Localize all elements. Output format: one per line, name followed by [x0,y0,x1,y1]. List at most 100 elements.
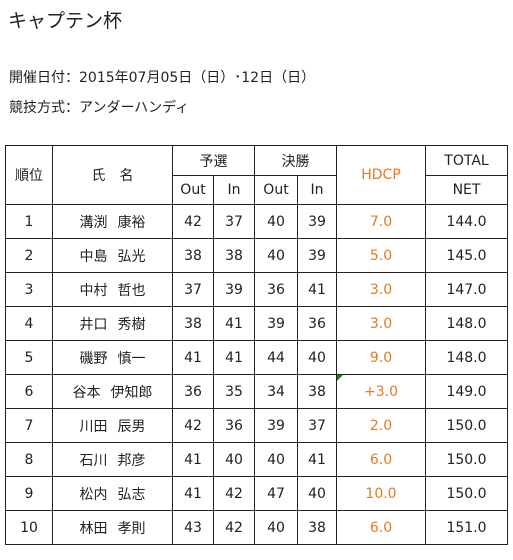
qualifying-in-cell: 41 [213,340,255,375]
family-name: 中島 [79,248,108,265]
header-total: TOTAL [425,145,508,176]
net-cell: 148.0 [425,306,508,341]
table-row: 2 中島 弘光 38 38 40 39 5.0 145.0 [5,238,508,273]
header-name: 氏 名 [52,145,173,205]
net-cell: 150.0 [425,408,508,443]
net-cell: 150.0 [425,476,508,511]
net-cell: 149.0 [425,374,508,409]
player-name-cell: 川田 辰男 [52,408,173,443]
hdcp-value: 7.0 [369,213,393,230]
family-name: 井口 [79,316,108,333]
header-final-out: Out [254,175,298,205]
final-out-cell: 39 [254,306,298,341]
rank-cell: 9 [5,476,53,511]
player-name-cell: 林田 孝則 [52,510,173,545]
rank-cell: 7 [5,408,53,443]
hdcp-value: 3.0 [369,315,393,332]
given-name: 弘志 [117,486,146,503]
table-row: 6 谷本 伊知郎 36 35 34 38 +3.0 149.0 [5,374,508,409]
player-name-cell: 井口 秀樹 [52,306,173,341]
hdcp-value: +3.0 [364,383,398,400]
hdcp-cell: 10.0 [336,476,426,511]
final-in-cell: 37 [297,408,337,443]
hdcp-cell: +3.0 [336,374,426,409]
rank-cell: 4 [5,306,53,341]
given-name: 哲也 [117,282,146,299]
net-cell: 150.0 [425,442,508,477]
rank-cell: 1 [5,204,53,239]
header-qualifying-out: Out [172,175,214,205]
qualifying-in-cell: 36 [213,408,255,443]
family-name: 磯野 [79,350,108,367]
family-name: 谷本 [72,384,101,401]
final-in-cell: 39 [297,204,337,239]
competition-format: 競技方式：アンダーハンディ [9,100,190,116]
qualifying-out-cell: 41 [172,340,214,375]
given-name: 孝則 [117,520,146,537]
final-in-cell: 40 [297,340,337,375]
qualifying-out-cell: 37 [172,272,214,307]
hdcp-value: 6.0 [369,451,393,468]
final-in-cell: 38 [297,510,337,545]
event-date: 開催日付：2015年07月05日（日）･12日（日） [9,70,316,86]
player-name-cell: 谷本 伊知郎 [52,374,173,409]
player-name-cell: 磯野 慎一 [52,340,173,375]
rank-cell: 8 [5,442,53,477]
final-out-cell: 40 [254,510,298,545]
final-in-cell: 41 [297,272,337,307]
rank-cell: 5 [5,340,53,375]
player-name-cell: 中村 哲也 [52,272,173,307]
hdcp-cell: 9.0 [336,340,426,375]
given-name: 康裕 [117,214,146,231]
qualifying-out-cell: 38 [172,306,214,341]
hdcp-cell: 6.0 [336,510,426,545]
header-final: 決勝 [254,145,337,176]
final-out-cell: 39 [254,408,298,443]
player-name-cell: 石川 邦彦 [52,442,173,477]
player-name-cell: 溝渕 康裕 [52,204,173,239]
table-row: 1 溝渕 康裕 42 37 40 39 7.0 144.0 [5,204,508,239]
final-in-cell: 41 [297,442,337,477]
hdcp-value: 6.0 [369,519,393,536]
qualifying-out-cell: 43 [172,510,214,545]
given-name: 邦彦 [117,452,146,469]
qualifying-out-cell: 42 [172,204,214,239]
header-hdcp: HDCP [336,145,426,205]
player-name-cell: 松内 弘志 [52,476,173,511]
hdcp-cell: 3.0 [336,272,426,307]
table-row: 5 磯野 慎一 41 41 44 40 9.0 148.0 [5,340,508,375]
qualifying-in-cell: 39 [213,272,255,307]
given-name: 秀樹 [117,316,146,333]
header-qualifying: 予選 [172,145,255,176]
table-row: 10 林田 孝則 43 42 40 38 6.0 151.0 [5,510,508,545]
rank-cell: 3 [5,272,53,307]
net-cell: 145.0 [425,238,508,273]
final-in-cell: 39 [297,238,337,273]
results-table: 順位 氏 名 予選 決勝 HDCP TOTAL Out In Out In NE… [5,145,508,545]
header-qualifying-in: In [213,175,255,205]
header-final-in: In [297,175,337,205]
qualifying-out-cell: 36 [172,374,214,409]
final-in-cell: 36 [297,306,337,341]
net-cell: 144.0 [425,204,508,239]
table-row: 3 中村 哲也 37 39 36 41 3.0 147.0 [5,272,508,307]
family-name: 松内 [79,486,108,503]
final-out-cell: 40 [254,442,298,477]
final-out-cell: 44 [254,340,298,375]
hdcp-value: 10.0 [365,485,397,502]
qualifying-out-cell: 42 [172,408,214,443]
header-rank: 順位 [5,145,53,205]
rank-cell: 2 [5,238,53,273]
hdcp-cell: 3.0 [336,306,426,341]
family-name: 川田 [79,418,108,435]
net-cell: 147.0 [425,272,508,307]
qualifying-in-cell: 41 [213,306,255,341]
given-name: 辰男 [117,418,146,435]
given-name: 伊知郎 [110,384,153,401]
table-row: 9 松内 弘志 41 42 47 40 10.0 150.0 [5,476,508,511]
final-out-cell: 36 [254,272,298,307]
final-out-cell: 40 [254,238,298,273]
given-name: 弘光 [117,248,146,265]
hdcp-value: 9.0 [369,349,393,366]
final-in-cell: 40 [297,476,337,511]
